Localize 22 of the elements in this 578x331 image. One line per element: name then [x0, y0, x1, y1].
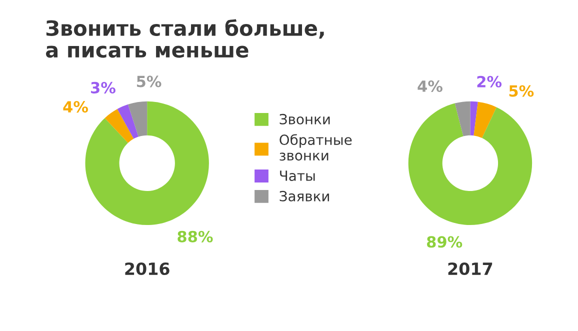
donut-slice	[454, 101, 470, 136]
data-label: 89%	[427, 236, 462, 248]
legend-label: Звонки	[280, 114, 330, 124]
data-label: 5%	[136, 76, 162, 88]
data-label: 4%	[418, 80, 442, 92]
donut-slice	[408, 103, 532, 226]
chart-title: Звонить стали больше, а писать меньше	[46, 19, 324, 58]
text: 2017	[448, 262, 492, 276]
legend-label: Чаты	[280, 170, 315, 181]
legend-label: Обратные звонки	[280, 134, 352, 161]
data-label: 3%	[91, 82, 116, 94]
donut-slice	[470, 101, 478, 136]
data-label: 2%	[477, 76, 502, 88]
legend-label: Заявки	[280, 190, 329, 202]
donut-slice	[128, 101, 148, 137]
data-label: 88%	[178, 230, 213, 242]
text: 2016	[125, 262, 170, 276]
donut-slice	[474, 102, 497, 138]
donut-slice	[104, 108, 134, 143]
donut-slice	[117, 104, 138, 139]
data-label: 4%	[63, 101, 88, 113]
data-label: 5%	[509, 85, 534, 97]
